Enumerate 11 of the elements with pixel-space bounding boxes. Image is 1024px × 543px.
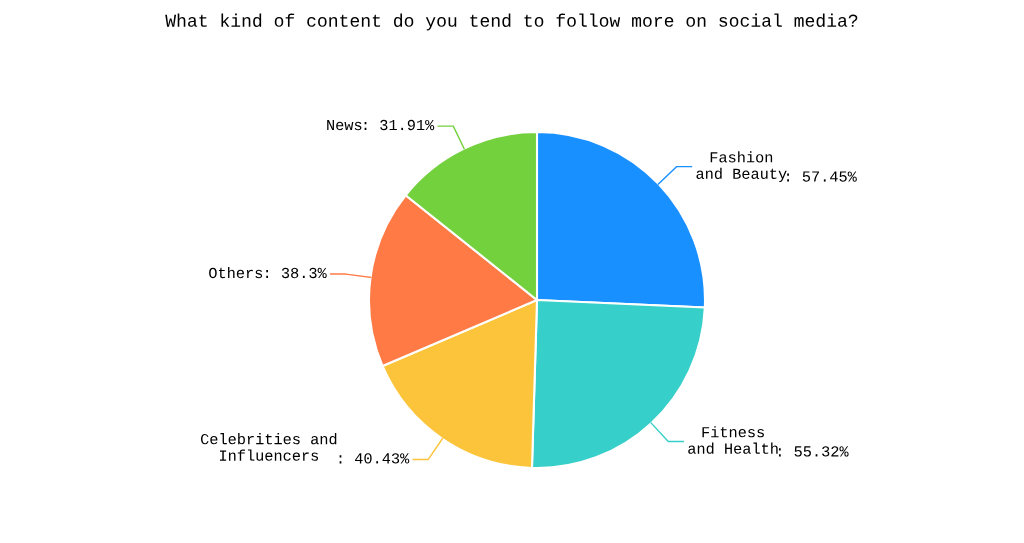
data-label: : 55.32%	[778, 446, 849, 457]
slice-label: Celebrities and Influencers	[200, 433, 337, 461]
data-label: : 57.45%	[787, 171, 857, 182]
slice-label: Others	[209, 266, 263, 279]
data-label: : 40.43%	[339, 453, 410, 464]
data-label: : 38.3%	[266, 267, 327, 279]
slice-label: News	[327, 119, 362, 131]
slice-label: Fitness and Health	[688, 426, 778, 454]
slice-label: Fashion and Beauty	[696, 151, 787, 182]
data-label: : 31.91%	[364, 119, 435, 131]
chart-title: What kind of content do you tend to follow more on social media?	[165, 13, 858, 31]
